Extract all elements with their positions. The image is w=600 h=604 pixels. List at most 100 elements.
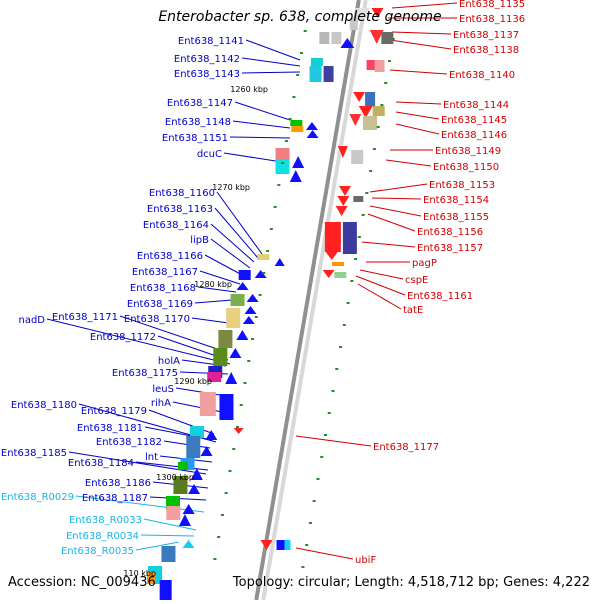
label-connector: [119, 315, 227, 353]
gene-block: [178, 540, 191, 550]
gene-block: [284, 540, 291, 550]
gene-arrow-reverse: [260, 540, 273, 550]
scale-tick: [331, 390, 335, 392]
scale-tick: [213, 558, 217, 560]
gene-label: Ent638_1143: [174, 69, 240, 80]
gene-label: Ent638_1140: [449, 70, 515, 81]
label-connector: [199, 270, 241, 285]
gene-label: Ent638_R0033: [69, 515, 142, 526]
gene-label: Ent638_1168: [130, 283, 196, 294]
scale-tick: [292, 96, 296, 98]
gene-block: [166, 506, 181, 520]
label-connector: [210, 238, 251, 269]
gene-label: leuS: [152, 384, 174, 395]
label-connector: [197, 286, 237, 293]
label-connector: [359, 269, 404, 280]
label-connector: [143, 518, 197, 531]
scale-tick: [301, 566, 305, 568]
gene-arrow-forward: [246, 294, 259, 302]
label-connector: [395, 101, 442, 105]
gene-block: [365, 92, 376, 106]
scale-tick: [312, 500, 316, 502]
scale-tick: [335, 368, 339, 370]
gene-block: [290, 120, 303, 126]
gene-block: [177, 462, 188, 470]
gene-block: [355, 8, 370, 18]
scale-tick: [303, 30, 307, 32]
gene-label: Ent638_1187: [82, 493, 148, 504]
gene-label: Ent638_1163: [147, 204, 213, 215]
gene-block: [173, 476, 188, 494]
gene-label: Ent638_1157: [417, 243, 483, 254]
scale-tick: [391, 38, 395, 40]
gene-arrow-forward: [242, 316, 255, 324]
gene-block: [161, 546, 176, 562]
gene-label: cspE: [405, 275, 428, 286]
gene-label: Ent638_1180: [11, 400, 77, 411]
label-connector: [385, 159, 432, 167]
gene-arrow-reverse: [339, 186, 352, 196]
scale-tick: [284, 140, 288, 142]
gene-arrow-forward: [225, 372, 238, 384]
gene-block: [310, 58, 323, 66]
gene-label: Ent638_1164: [143, 220, 209, 231]
scale-label: 1270 kbp: [212, 183, 250, 192]
scale-tick: [339, 346, 343, 348]
feature-tracks: [147, 8, 394, 600]
label-connector: [367, 213, 416, 232]
label-connector: [389, 39, 452, 50]
gene-block: [342, 222, 357, 254]
gene-arrow-forward: [229, 348, 242, 358]
label-connector: [229, 136, 291, 139]
gene-label: Ent638_1146: [441, 130, 507, 141]
scale-tick: [387, 60, 391, 62]
gene-block: [366, 60, 377, 70]
gene-arrow-reverse: [337, 196, 350, 206]
gene-label: Ent638_1153: [429, 180, 495, 191]
scale-tick: [262, 272, 266, 274]
gene-arrow-forward: [274, 258, 285, 266]
scale-tick: [296, 74, 300, 76]
gene-block: [363, 116, 378, 130]
gene-label: Ent638_1154: [423, 195, 489, 206]
gene-block: [218, 330, 233, 348]
scale-tick: [357, 236, 361, 238]
label-connector: [371, 197, 422, 200]
gene-block: [230, 294, 245, 306]
gene-block: [186, 436, 201, 458]
gene-label: Ent638_1135: [459, 0, 525, 10]
label-connector: [234, 101, 291, 121]
gene-label: Ent638_R0029: [1, 492, 74, 503]
gene-block: [291, 126, 304, 132]
gene-arrow-forward: [306, 130, 319, 138]
gene-block: [372, 106, 385, 116]
label-connector: [210, 223, 255, 263]
gene-arrow-forward: [200, 446, 213, 456]
gene-label: Ent638_1171: [52, 312, 118, 323]
label-connector: [295, 547, 354, 560]
label-connector: [361, 241, 416, 248]
gene-block: [147, 572, 156, 584]
label-connector: [223, 152, 283, 163]
gene-label: Ent638_1156: [417, 227, 483, 238]
gene-arrow-forward: [178, 514, 191, 526]
gene-arrow-forward: [236, 330, 249, 340]
gene-block: [257, 254, 270, 260]
gene-label: Ent638_1142: [174, 54, 240, 65]
gene-label: Ent638_1169: [127, 299, 193, 310]
label-connector: [391, 2, 458, 9]
gene-block: [159, 580, 172, 600]
label-connector: [135, 461, 209, 471]
gene-block: [353, 196, 364, 202]
scale-tick: [243, 382, 247, 384]
feature-labels: 1260 kbp 1270 kbp 1280 kbp 1290 kbp 1300 kbp…: [1, 0, 525, 578]
scale-tick: [372, 148, 376, 150]
gene-block: [319, 32, 330, 44]
gene-arrow-forward: [244, 306, 257, 314]
scale-tick: [258, 294, 262, 296]
gene-block: [309, 66, 322, 82]
scale-tick: [277, 184, 281, 186]
gene-block: [199, 392, 216, 416]
